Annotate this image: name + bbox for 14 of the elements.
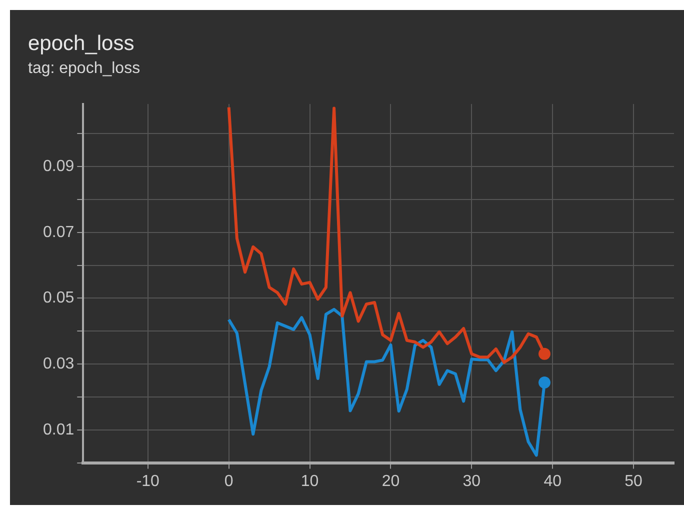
- chart-title: epoch_loss: [28, 32, 134, 56]
- x-tick-label: 10: [300, 472, 319, 490]
- x-tick-label: 40: [544, 472, 562, 490]
- x-tick-label: -10: [136, 472, 160, 490]
- x-tick-label: 50: [624, 472, 643, 490]
- chart-subtitle: tag: epoch_loss: [28, 60, 140, 78]
- y-tick-label: 0.07: [43, 224, 74, 241]
- y-tick-label: 0.03: [43, 355, 74, 372]
- y-tick-label: 0.09: [43, 158, 74, 175]
- y-tick-label: 0.05: [43, 290, 74, 307]
- x-tick-label: 0: [224, 472, 234, 490]
- x-tick-label: 30: [462, 472, 481, 490]
- y-tick-label: 0.01: [43, 421, 74, 438]
- x-tick-label: 20: [382, 472, 400, 490]
